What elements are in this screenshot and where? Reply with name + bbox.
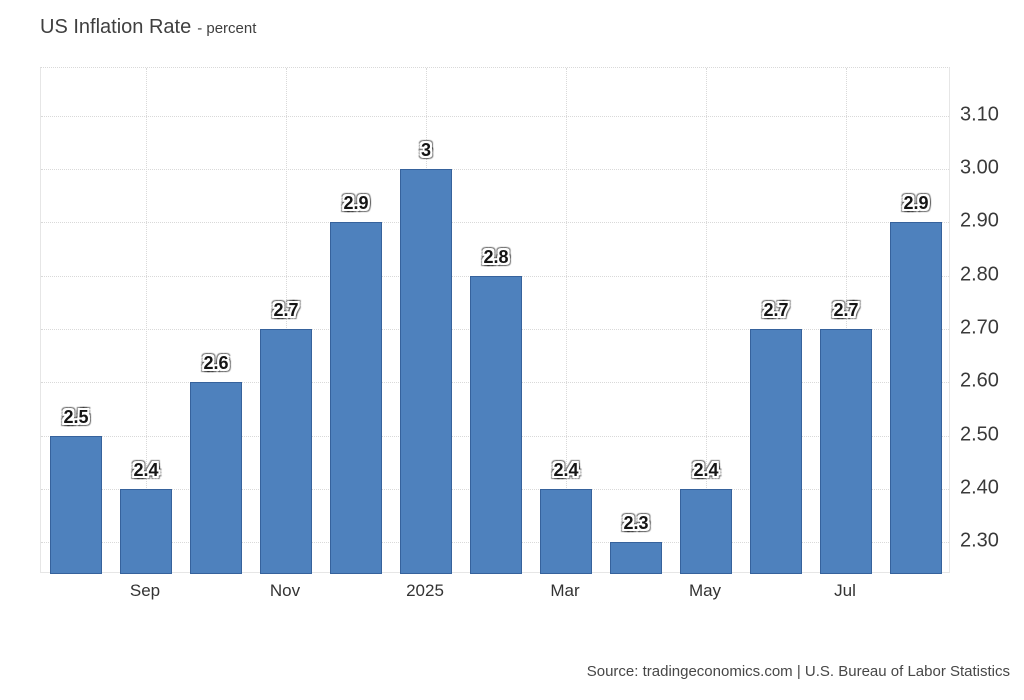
x-axis-tick-label: Sep (129, 581, 161, 600)
bar[interactable] (470, 275, 522, 574)
bar[interactable] (260, 328, 312, 574)
bar-value-label: 2.6 (203, 353, 229, 374)
bar[interactable] (890, 222, 942, 574)
bar-value-label: 2.5 (63, 406, 89, 427)
gridline-horizontal (41, 115, 949, 117)
bar-value-label: 2.3 (623, 513, 649, 534)
bar-value-label: 2.8 (483, 246, 509, 267)
bar-value-label: 2.4 (133, 459, 159, 480)
source-attribution: Source: tradingeconomics.com | U.S. Bure… (586, 663, 1010, 680)
chart-subtitle: - percent (197, 20, 257, 37)
y-axis-tick-label: 2.60 (960, 369, 999, 392)
x-axis-tick-label: May (688, 581, 722, 600)
y-axis-tick-label: 2.50 (960, 423, 999, 446)
bar-value-label: 2.7 (833, 299, 859, 320)
chart-title: US Inflation Rate (40, 16, 192, 38)
bar-value-label: 3 (420, 140, 432, 161)
x-axis-tick-label: 2025 (406, 581, 444, 600)
plot-area: 2.5 2.4 2.6 2.7 2.9 3 2.8 2.4 2.3 2.4 2.7 2.7 2.9 (40, 67, 950, 574)
bar[interactable] (540, 488, 592, 574)
bar[interactable] (120, 488, 172, 574)
y-axis-tick-label: 3.00 (960, 156, 999, 179)
gridline-vertical (146, 68, 147, 572)
bar[interactable] (750, 328, 802, 574)
bar[interactable] (330, 222, 382, 574)
gridline-vertical (286, 68, 287, 572)
bar[interactable] (400, 169, 452, 574)
y-axis-tick-label: 2.30 (960, 529, 999, 552)
x-axis-tick-label: Nov (269, 581, 301, 600)
bar[interactable] (820, 328, 872, 574)
x-axis-tick-label: Mar (550, 581, 580, 600)
bar-value-label: 2.9 (343, 193, 369, 214)
x-axis-tick-label: Jul (834, 581, 856, 600)
bar[interactable] (50, 435, 102, 574)
bar[interactable] (610, 542, 662, 574)
gridline-vertical (846, 68, 847, 572)
y-axis-tick-label: 2.40 (960, 476, 999, 499)
bar-value-label: 2.4 (693, 459, 719, 480)
gridline-horizontal (41, 169, 949, 171)
chart-header: US Inflation Rate - percent (40, 16, 256, 39)
gridline-vertical (566, 68, 567, 572)
y-axis-tick-label: 2.90 (960, 209, 999, 232)
bar-value-label: 2.9 (903, 193, 929, 214)
gridline-horizontal (41, 222, 949, 224)
bar-value-label: 2.7 (763, 299, 789, 320)
y-axis-tick-label: 3.10 (960, 103, 999, 126)
bar-value-label: 2.7 (273, 299, 299, 320)
bar[interactable] (190, 382, 242, 574)
y-axis-tick-label: 2.70 (960, 316, 999, 339)
gridline-vertical (706, 68, 707, 572)
bar-value-label: 2.4 (553, 459, 579, 480)
y-axis-tick-label: 2.80 (960, 263, 999, 286)
bar[interactable] (680, 488, 732, 574)
